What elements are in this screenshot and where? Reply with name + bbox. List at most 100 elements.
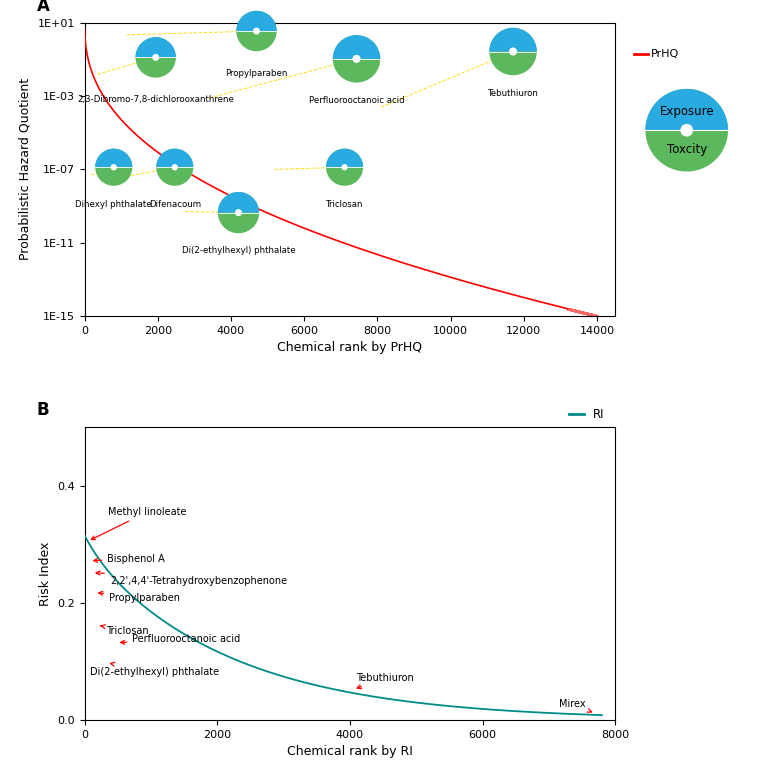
Point [589, 309, 601, 322]
Point [586, 309, 598, 321]
Point [567, 304, 579, 316]
X-axis label: Chemical rank by RI: Chemical rank by RI [287, 745, 413, 758]
Point [571, 305, 584, 317]
Point [575, 306, 588, 318]
Point [590, 309, 602, 322]
Point [570, 305, 582, 317]
Point [586, 309, 598, 321]
Point [588, 309, 600, 321]
Point [568, 304, 580, 316]
Point [584, 308, 597, 320]
Point [581, 308, 594, 320]
Point [574, 306, 586, 318]
Point [576, 306, 588, 319]
Point [578, 306, 590, 319]
Point [590, 309, 602, 322]
Point [576, 306, 588, 319]
Point [564, 303, 577, 316]
Point [562, 303, 574, 315]
Point [581, 307, 594, 319]
Point [588, 309, 600, 321]
Point [564, 303, 576, 316]
Point [571, 305, 583, 317]
Point [571, 305, 583, 317]
Point [588, 309, 600, 321]
Point [580, 307, 592, 319]
Point [564, 303, 576, 316]
Point [567, 304, 579, 316]
Point [567, 304, 579, 316]
Point [589, 309, 601, 322]
Point [577, 306, 589, 319]
Point [582, 308, 594, 320]
Point [564, 303, 576, 316]
Point [580, 307, 592, 319]
Point [563, 303, 575, 316]
Point [568, 304, 581, 316]
Point [564, 303, 577, 316]
Point [572, 305, 584, 317]
Point [573, 306, 585, 318]
Point [576, 306, 588, 319]
Point [574, 306, 586, 318]
Point [568, 304, 581, 316]
Point [573, 306, 585, 318]
Point [576, 306, 588, 319]
Point [581, 307, 593, 319]
Point [563, 303, 575, 315]
Point [564, 303, 577, 316]
Point [586, 309, 598, 321]
Point [590, 309, 602, 322]
Text: Triclosan: Triclosan [101, 625, 149, 636]
Point [587, 309, 599, 321]
Point [565, 303, 578, 316]
Point [574, 306, 586, 318]
Point [580, 307, 592, 319]
Point [591, 309, 603, 322]
Point [581, 307, 593, 319]
Point [577, 306, 589, 319]
Point [578, 306, 590, 319]
Point [581, 307, 594, 319]
Point [585, 309, 598, 321]
Point [583, 308, 595, 320]
Point [567, 304, 579, 316]
Point [584, 308, 596, 320]
Point [588, 309, 601, 322]
Point [582, 308, 594, 320]
Point [585, 309, 598, 321]
Point [568, 304, 580, 316]
Point [564, 303, 576, 316]
Point [571, 305, 584, 317]
Point [578, 306, 590, 319]
Point [578, 306, 590, 319]
Point [588, 309, 601, 322]
Point [583, 308, 595, 320]
Point [583, 308, 595, 320]
Point [573, 306, 585, 318]
Point [577, 306, 589, 319]
Point [579, 307, 591, 319]
Wedge shape [95, 149, 132, 167]
Point [563, 303, 575, 315]
Point [575, 306, 588, 319]
Circle shape [135, 38, 176, 77]
Point [587, 309, 599, 321]
Point [588, 309, 600, 321]
Point [586, 309, 598, 321]
Wedge shape [326, 149, 363, 167]
Point [583, 308, 595, 320]
Point [569, 305, 581, 317]
Point [568, 304, 580, 316]
Point [568, 304, 581, 316]
Point [564, 303, 577, 316]
Point [588, 309, 600, 321]
Point [589, 309, 601, 322]
Point [584, 308, 597, 320]
Point [565, 303, 578, 316]
Text: B: B [37, 401, 49, 420]
Point [575, 306, 588, 318]
Point [571, 305, 584, 317]
Point [570, 305, 582, 317]
Point [585, 309, 598, 321]
